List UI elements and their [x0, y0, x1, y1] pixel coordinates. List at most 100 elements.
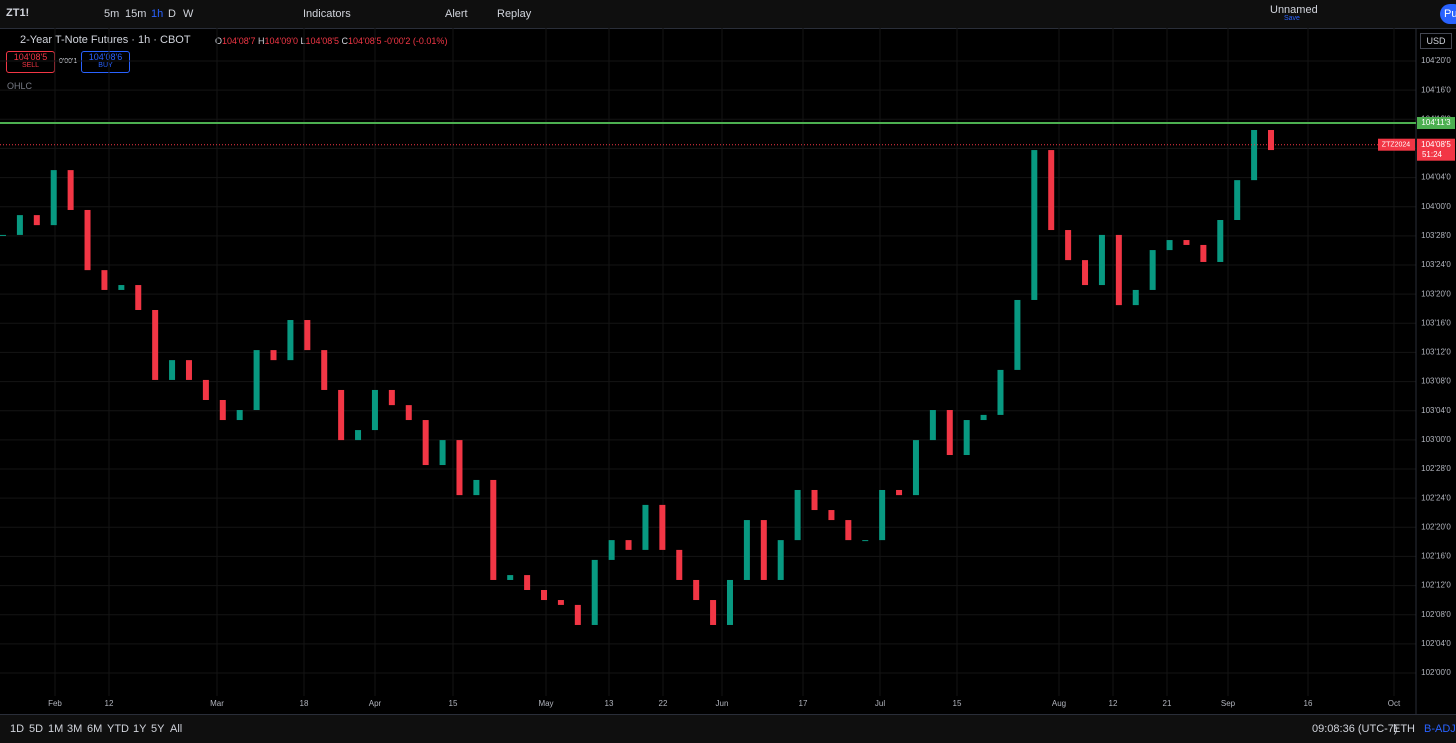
candle — [321, 350, 328, 390]
x-tick-label: 13 — [605, 699, 614, 708]
y-tick-label: 102'16'0 — [1421, 552, 1451, 561]
y-tick-label: 102'04'0 — [1421, 639, 1451, 648]
interval[interactable]: D — [168, 8, 176, 20]
candle — [185, 360, 192, 380]
candle — [287, 320, 294, 361]
x-tick-label: Mar — [210, 699, 224, 708]
candle — [1149, 250, 1156, 290]
candle — [879, 489, 886, 541]
candle — [1048, 150, 1055, 231]
candle — [1014, 299, 1021, 370]
key: L — [300, 36, 306, 46]
candle — [608, 540, 615, 560]
y-tick-label: 104'00'0 — [1421, 202, 1451, 211]
alert-label: 104'11'3 — [1421, 118, 1451, 127]
candle — [912, 440, 919, 496]
y-tick-label: 103'28'0 — [1421, 231, 1451, 240]
y-tick-label: 103'00'0 — [1421, 435, 1451, 444]
y-tick-label: 103'04'0 — [1421, 406, 1451, 415]
interval[interactable]: 5m — [104, 8, 120, 20]
x-tick-label: May — [538, 699, 553, 708]
range-button[interactable]: 1Y — [133, 723, 147, 735]
candle — [997, 369, 1004, 415]
bottom-toolbar: 1D 5D 1M 3M 6M YTD 1Y 5Y All 09:08:36 (UTC-7) ETH B… — [0, 714, 1456, 743]
candle — [1031, 150, 1038, 300]
candle — [794, 489, 801, 541]
candle — [1183, 240, 1190, 245]
x-tick-label: Oct — [1388, 699, 1401, 708]
y-tick-label: 102'24'0 — [1421, 493, 1451, 502]
symbol-search[interactable]: ZT1! — [6, 7, 30, 19]
buy-button[interactable]: 104'08'6 BUY — [81, 51, 130, 73]
candle — [456, 440, 463, 496]
indicators-button[interactable]: Indicators — [303, 8, 351, 20]
candle — [152, 309, 159, 380]
range-button[interactable]: 6M — [87, 723, 103, 735]
candle — [1234, 180, 1241, 221]
alert-badge — [1417, 117, 1455, 130]
candle — [896, 489, 903, 496]
range-button[interactable]: All — [170, 723, 183, 735]
y-tick-label: 103'24'0 — [1421, 260, 1451, 269]
candle — [862, 540, 869, 542]
candle — [236, 410, 243, 421]
candle — [0, 234, 6, 236]
candle — [676, 549, 683, 580]
candle — [253, 350, 260, 411]
adjust-button[interactable]: B-ADJ — [1424, 723, 1456, 735]
candle — [1200, 244, 1207, 262]
candle — [1268, 130, 1274, 151]
candle — [50, 170, 57, 226]
clock[interactable]: 09:08:36 (UTC-7) — [1312, 723, 1398, 735]
interval[interactable]: 15m — [125, 8, 147, 20]
x-tick-label: Feb — [48, 699, 62, 708]
y-tick-label: 102'28'0 — [1421, 464, 1451, 473]
change: -0'00'2 (-0.01%) — [383, 36, 448, 46]
candle — [84, 209, 91, 271]
candle — [219, 399, 226, 421]
key: O — [215, 36, 223, 46]
candle — [659, 504, 666, 550]
session-button[interactable]: ETH — [1393, 723, 1415, 735]
alert-button[interactable]: Alert — [445, 8, 468, 20]
replay-button[interactable]: Replay — [497, 8, 532, 20]
ohlc-toggle[interactable]: OHLC — [7, 81, 33, 91]
range-button[interactable]: YTD — [107, 723, 129, 735]
x-tick-label: 15 — [953, 699, 962, 708]
candle — [1132, 289, 1139, 306]
price-label: 104'08'5 — [1421, 140, 1451, 149]
candle — [557, 600, 564, 605]
interval[interactable]: W — [183, 8, 194, 20]
range-button[interactable]: 1D — [10, 723, 25, 735]
x-tick-label: Jul — [875, 699, 885, 708]
price-chart: 102'00'0 102'04'0 102'08'0 102'12'0 102'16'0… — [0, 28, 1455, 714]
candle — [591, 559, 598, 625]
candle — [743, 520, 750, 580]
candle — [16, 215, 23, 235]
y-tick-label: 102'08'0 — [1421, 610, 1451, 619]
candle — [202, 379, 209, 400]
range-button[interactable]: 3M — [67, 723, 83, 735]
x-tick-label: 22 — [659, 699, 668, 708]
candle — [405, 405, 412, 421]
x-tick-label: Aug — [1052, 699, 1066, 708]
candle — [777, 540, 784, 580]
range-button[interactable]: 1M — [48, 723, 64, 735]
range-button[interactable]: 5Y — [151, 723, 165, 735]
interval[interactable]: 1h — [151, 8, 164, 20]
range-button[interactable]: 5D — [29, 723, 44, 735]
candle — [490, 479, 497, 580]
ohlc-values: O104'08'7 H104'09'0 L104'08'5 C104'08'5 … — [215, 36, 447, 46]
publish-button[interactable]: Pu — [1440, 4, 1456, 24]
candle — [169, 360, 176, 380]
y-tick-label: 104'16'0 — [1421, 85, 1451, 94]
candle — [67, 170, 74, 210]
save-button[interactable]: Save — [1284, 15, 1300, 22]
x-tick-label: 12 — [105, 699, 114, 708]
candle — [507, 575, 514, 580]
layout-name[interactable]: Unnamed — [1270, 4, 1318, 16]
candle — [524, 575, 531, 591]
currency[interactable]: USD — [1420, 33, 1452, 49]
y-tick-label: 103'16'0 — [1421, 318, 1451, 327]
